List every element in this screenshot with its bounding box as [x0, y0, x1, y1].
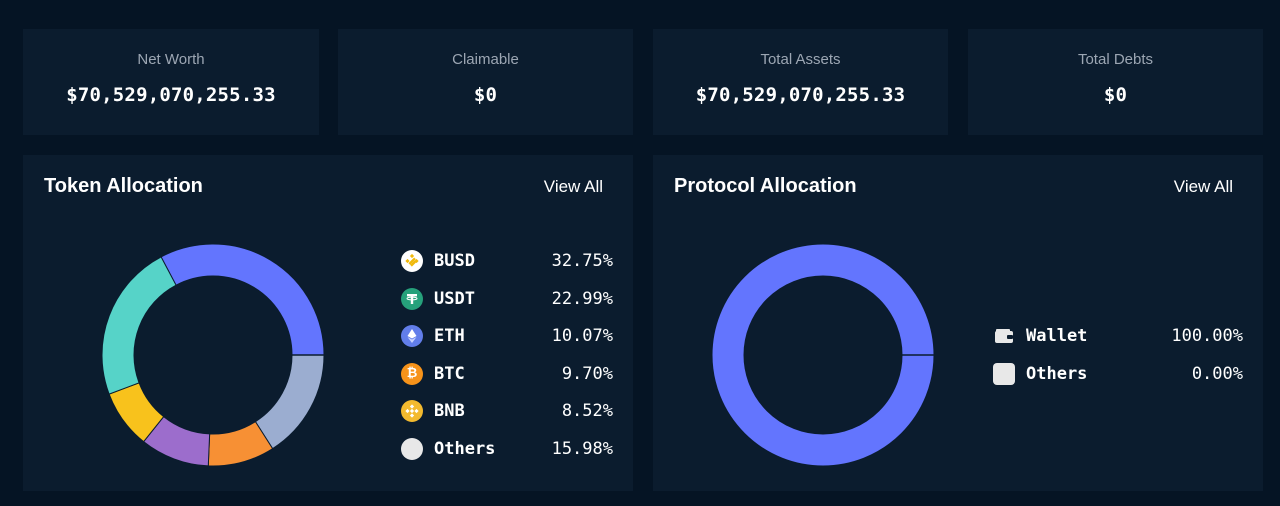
protocol-legend-name: Others: [1026, 363, 1088, 384]
net-worth-card: Net Worth $70,529,070,255.33: [23, 29, 319, 135]
protocol-allocation-panel: Protocol Allocation View All Wallet 100.0…: [653, 155, 1263, 491]
token-legend-name: BUSD: [434, 251, 475, 271]
token-legend-name: BNB: [434, 401, 465, 421]
protocol-legend-item-others: Others 0.00%: [993, 361, 1243, 387]
token-legend-pct: 8.52%: [561, 401, 613, 421]
token-legend-item-others: Others 15.98%: [401, 436, 613, 462]
eth-icon: [401, 325, 423, 347]
donut-segment-wallet[interactable]: [711, 243, 935, 467]
protocol-allocation-donut-chart: [711, 243, 935, 467]
protocol-legend-name: Wallet: [1026, 326, 1088, 346]
others-icon: [993, 362, 1015, 385]
others-icon: [401, 437, 423, 460]
claimable-card: Claimable $0: [338, 29, 633, 135]
token-legend-name: BTC: [434, 363, 465, 384]
total-debts-value: $0: [1103, 84, 1128, 106]
token-legend-item-busd: BUSD 32.75%: [401, 248, 613, 274]
token-legend-name: USDT: [434, 288, 475, 309]
protocol-allocation-title: Protocol Allocation: [674, 175, 857, 197]
total-assets-card: Total Assets $70,529,070,255.33: [653, 29, 948, 135]
total-debts-label: Total Debts: [1077, 51, 1154, 68]
donut-segment-busd[interactable]: [160, 243, 325, 356]
bnb-icon: [401, 400, 423, 422]
total-assets-label: Total Assets: [760, 51, 841, 68]
token-legend-name: ETH: [434, 326, 465, 346]
token-legend-item-bnb: BNB 8.52%: [401, 398, 613, 424]
busd-icon: [401, 250, 423, 272]
donut-segment-usdt[interactable]: [101, 256, 177, 395]
btc-icon: ₿: [401, 362, 423, 385]
token-legend-pct: 32.75%: [551, 251, 613, 271]
protocol-view-all-link[interactable]: View All: [1173, 177, 1233, 196]
wallet-icon: [993, 325, 1015, 347]
token-view-all-link[interactable]: View All: [543, 177, 603, 196]
protocol-legend-item-wallet: Wallet 100.00%: [993, 323, 1243, 349]
token-legend-item-eth: ETH 10.07%: [401, 323, 613, 349]
token-legend-item-usdt: USDT 22.99%: [401, 286, 613, 312]
token-legend-pct: 9.70%: [561, 363, 613, 384]
protocol-legend-pct: 100.00%: [1171, 326, 1243, 346]
claimable-label: Claimable: [452, 51, 519, 68]
total-assets-value: $70,529,070,255.33: [695, 84, 906, 106]
token-legend-pct: 22.99%: [551, 288, 613, 309]
token-allocation-title: Token Allocation: [44, 175, 203, 197]
token-legend-name: Others: [434, 438, 496, 459]
net-worth-value: $70,529,070,255.33: [66, 84, 276, 106]
usdt-icon: [401, 287, 423, 310]
token-allocation-panel: Token Allocation View All BUSD 32.75% USDT…: [23, 155, 633, 491]
total-debts-card: Total Debts $0: [968, 29, 1263, 135]
claimable-value: $0: [473, 84, 498, 106]
protocol-legend-pct: 0.00%: [1191, 363, 1243, 384]
token-legend-pct: 15.98%: [551, 438, 613, 459]
token-legend-pct: 10.07%: [551, 326, 613, 346]
net-worth-label: Net Worth: [137, 51, 205, 68]
token-allocation-donut-chart: [101, 243, 325, 467]
token-legend-item-btc: ₿ BTC 9.70%: [401, 361, 613, 387]
donut-segment-others[interactable]: [254, 354, 325, 450]
